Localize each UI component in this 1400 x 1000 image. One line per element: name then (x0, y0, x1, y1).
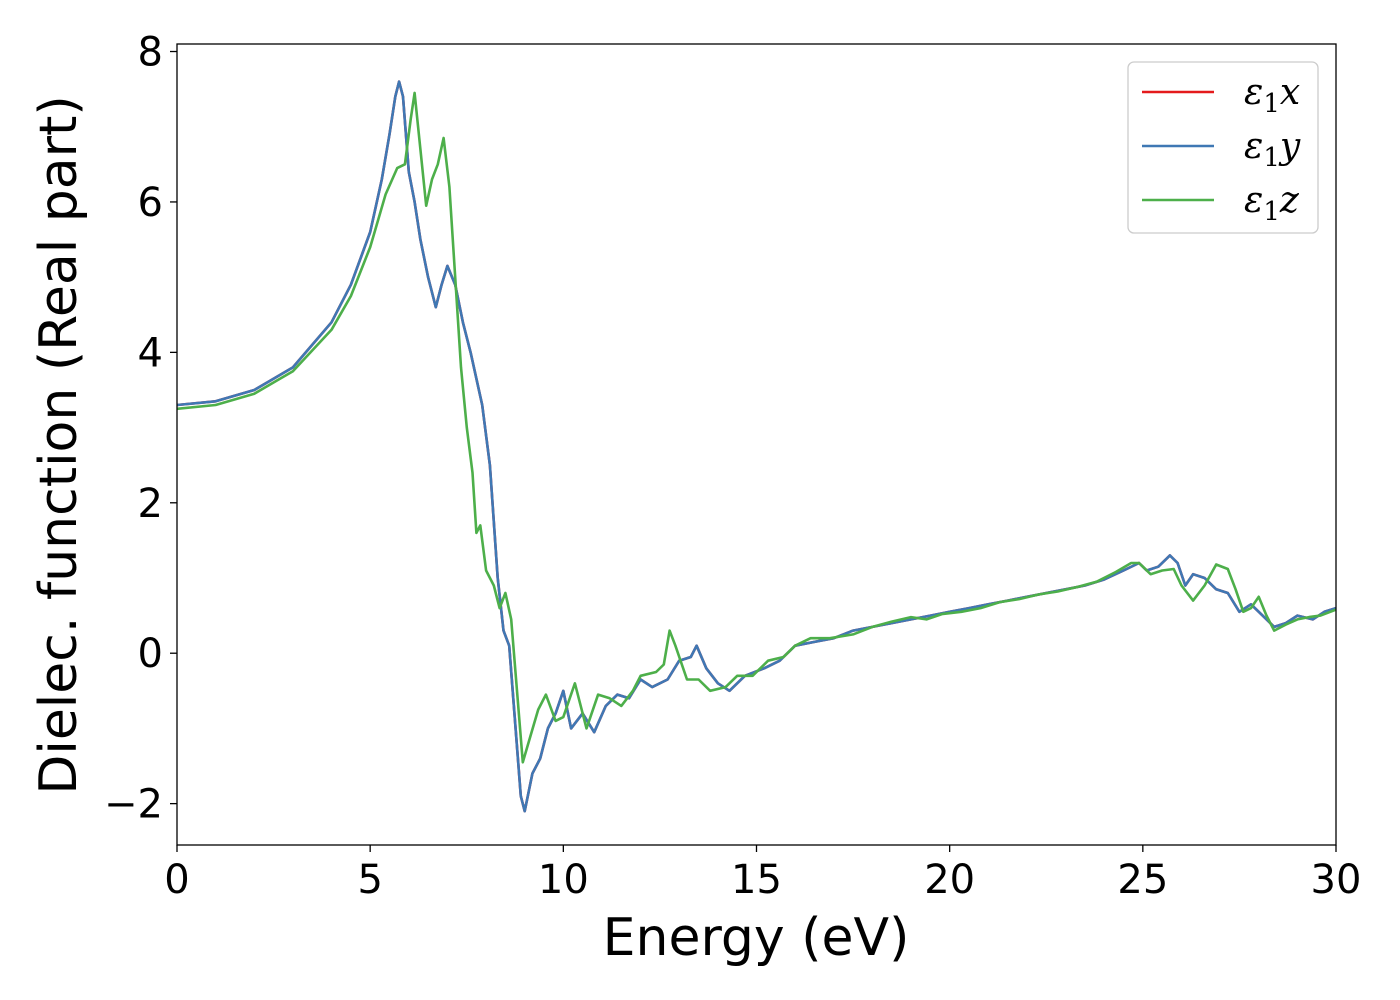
x-tick-label: 0 (164, 857, 189, 903)
series-line-y (177, 80, 1336, 813)
y-axis-label: Dielec. function (Real part) (29, 95, 89, 794)
x-tick-label: 10 (538, 857, 589, 903)
series-line-z (177, 91, 1336, 764)
x-tick-label: 30 (1311, 857, 1362, 903)
y-tick-label: 8 (138, 30, 163, 76)
x-axis-label: Energy (eV) (603, 908, 910, 968)
plot-lines (177, 80, 1336, 813)
legend-box (1127, 61, 1319, 234)
x-tick-label: 15 (731, 857, 782, 903)
y-tick-label: −2 (104, 782, 163, 828)
x-tick-label: 20 (924, 857, 975, 903)
legend-label-x: ε1x (1244, 72, 1300, 119)
y-tick-label: 6 (138, 180, 163, 226)
x-tick-label: 25 (1117, 857, 1168, 903)
y-tick-label: 4 (138, 330, 163, 376)
legend-label-z: ε1z (1244, 180, 1300, 227)
y-tick-label: 0 (138, 631, 163, 677)
legend: ε1x ε1y ε1z (1127, 61, 1319, 234)
y-tick-label: 2 (138, 481, 163, 527)
legend-label-y: ε1y (1244, 126, 1301, 173)
x-tick-label: 5 (357, 857, 382, 903)
